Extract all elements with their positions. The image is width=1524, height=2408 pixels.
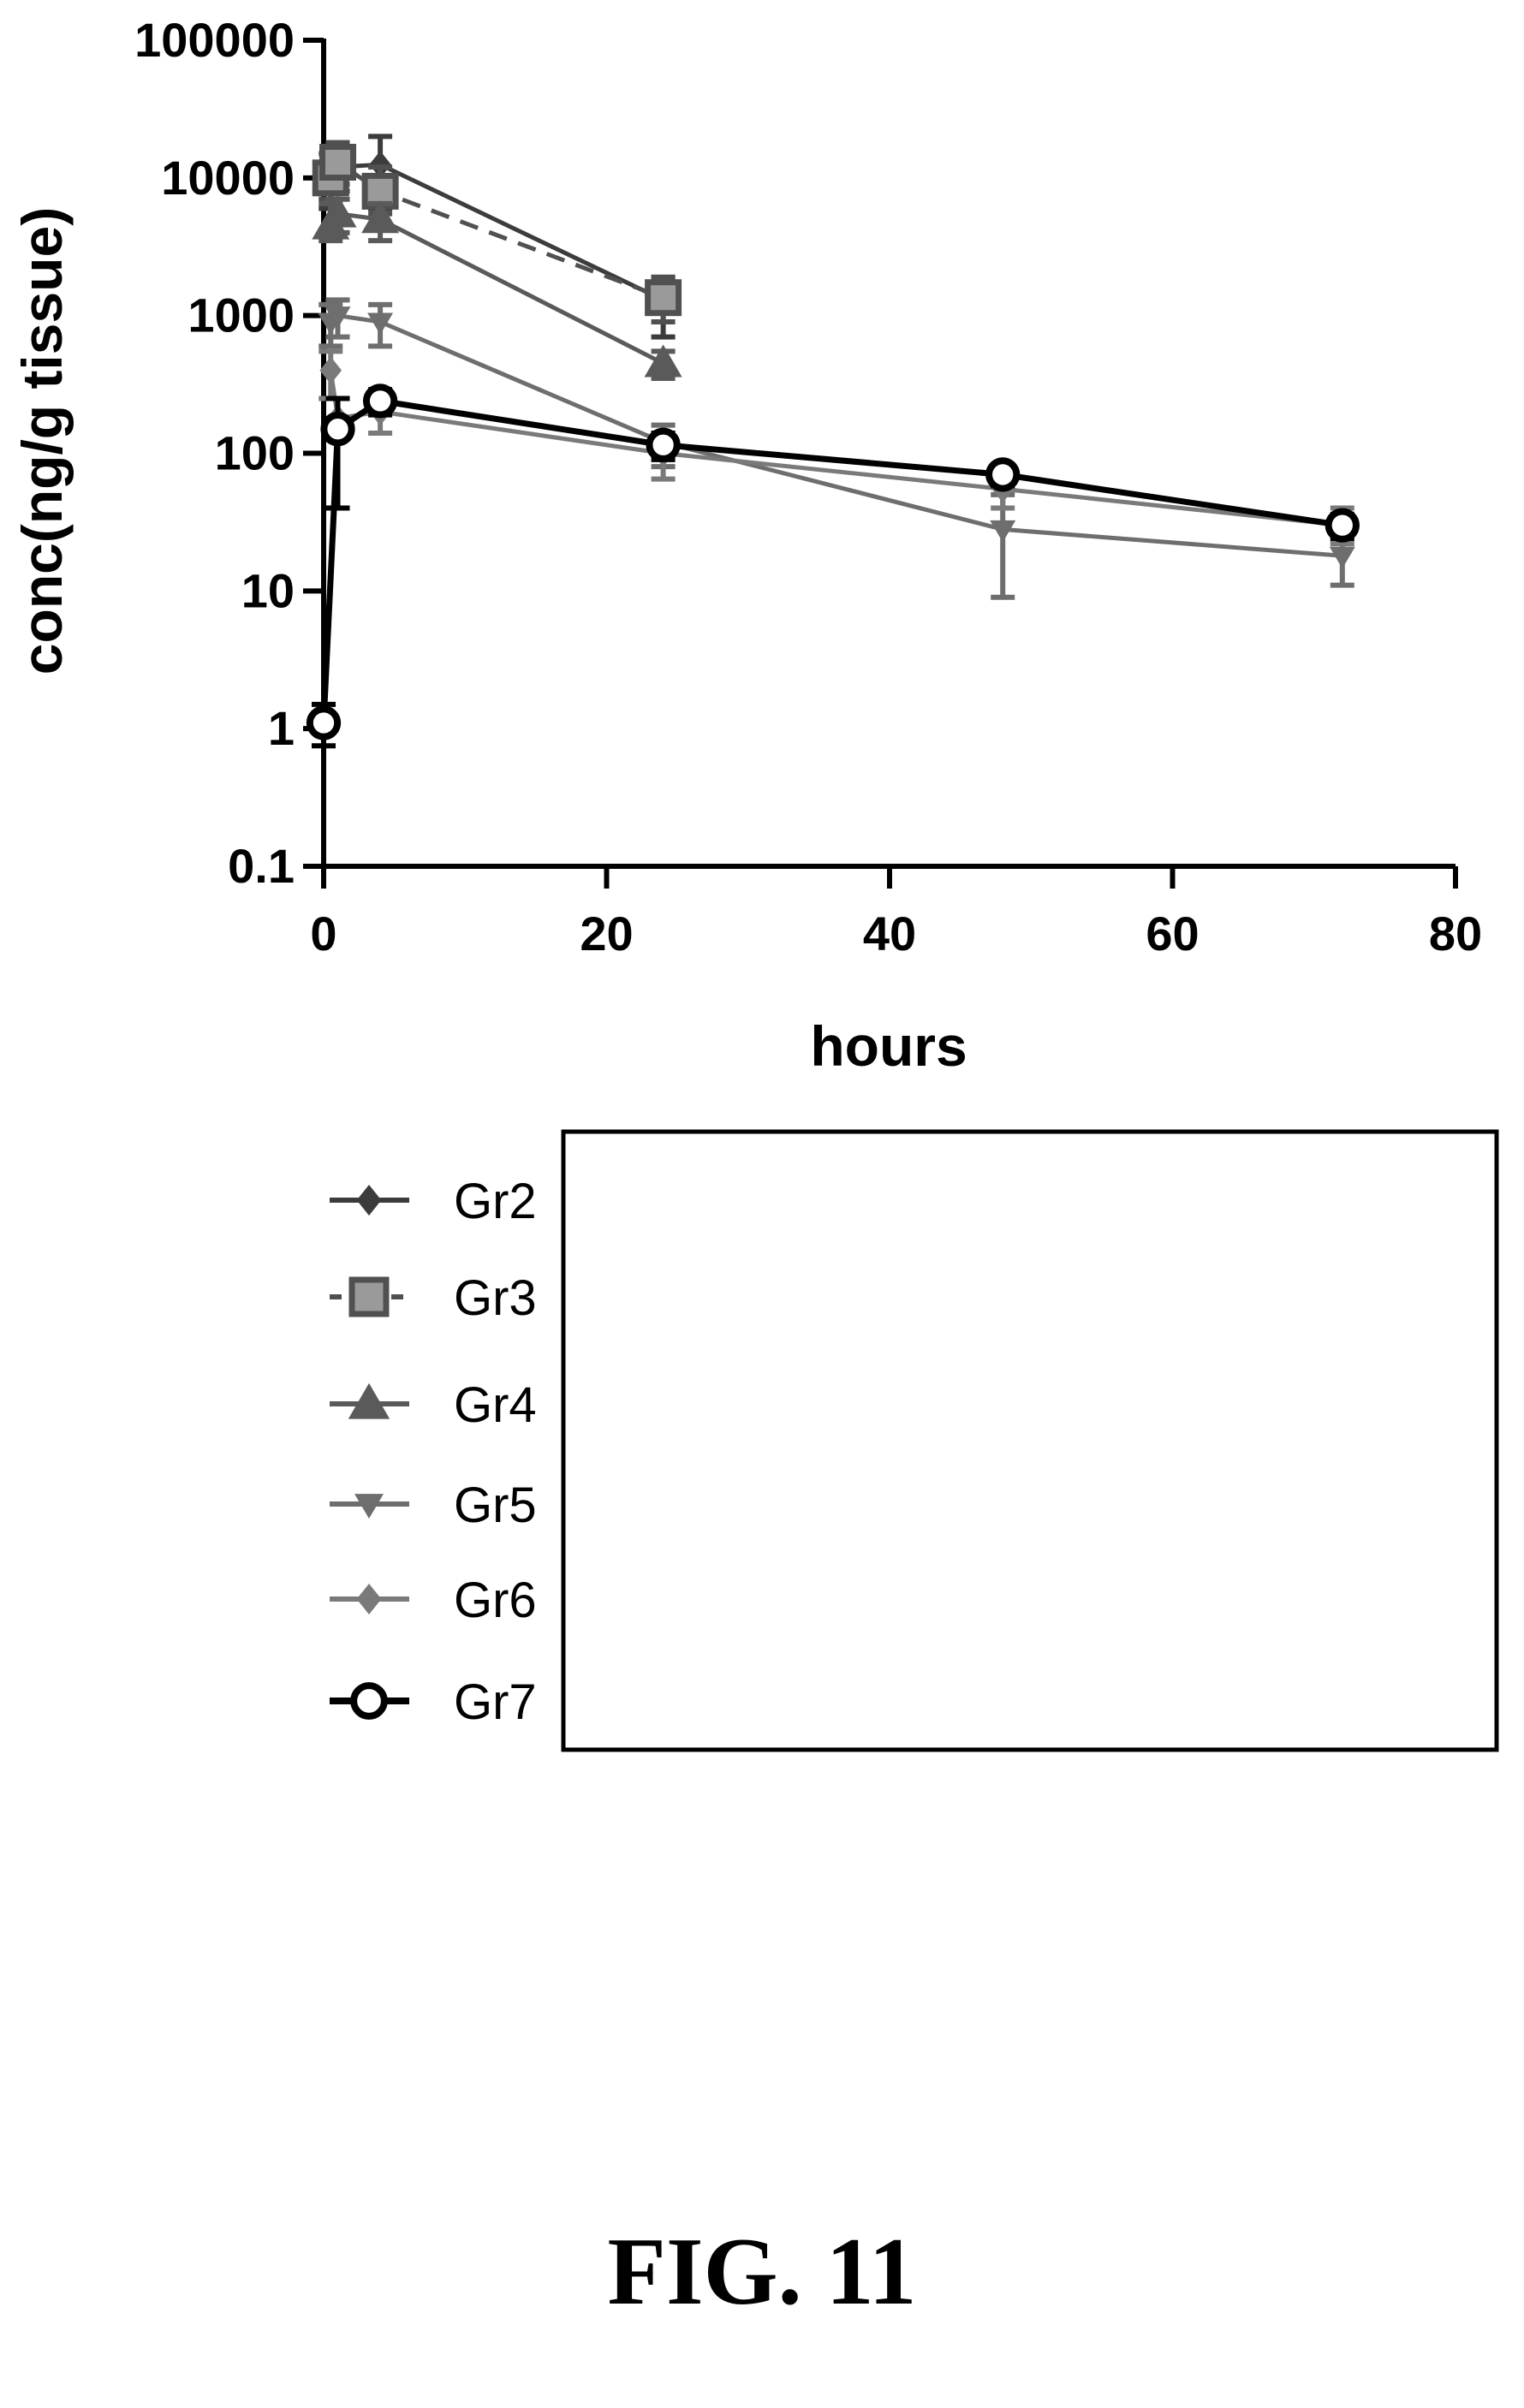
series-line bbox=[320, 397, 1343, 723]
legend-marker bbox=[356, 1185, 382, 1216]
legend-label: Gr2 bbox=[454, 1174, 537, 1229]
legend-marker bbox=[348, 1276, 390, 1317]
data-point bbox=[367, 312, 394, 336]
y-tick-label: 100000 bbox=[134, 13, 295, 67]
data-point bbox=[990, 520, 1016, 543]
plot-area bbox=[306, 134, 1360, 749]
y-axis-ticks: 0.1 1 10 100 1000 10000 100000 bbox=[134, 13, 324, 893]
legend-label: Gr5 bbox=[454, 1478, 537, 1533]
data-point bbox=[306, 705, 342, 740]
legend-label: Gr7 bbox=[454, 1674, 537, 1730]
y-tick-label: 1000 bbox=[188, 288, 295, 342]
series-gr7 bbox=[306, 383, 1360, 749]
x-tick-label: 40 bbox=[863, 907, 916, 960]
data-point bbox=[644, 344, 682, 378]
legend: Gr2 Gr3 Gr4 Gr5 Gr6 Gr7 bbox=[330, 1174, 537, 1730]
y-tick-label: 100 bbox=[215, 426, 295, 480]
x-tick-label: 20 bbox=[580, 907, 633, 960]
y-tick-label: 10000 bbox=[161, 151, 295, 205]
data-point bbox=[361, 200, 400, 234]
legend-item-gr4: Gr4 bbox=[330, 1377, 537, 1433]
data-point bbox=[1329, 546, 1355, 569]
series-line bbox=[329, 313, 1342, 558]
legend-marker bbox=[350, 1682, 388, 1720]
data-point bbox=[645, 279, 682, 317]
data-point bbox=[319, 144, 357, 181]
legend-marker bbox=[354, 1494, 384, 1519]
data-point bbox=[319, 356, 342, 384]
legend-label: Gr4 bbox=[454, 1377, 537, 1433]
legend-label: Gr3 bbox=[454, 1270, 537, 1326]
legend-box bbox=[561, 1129, 1499, 1752]
data-point bbox=[646, 427, 681, 462]
x-tick-label: 80 bbox=[1429, 907, 1482, 960]
legend-marker bbox=[356, 1584, 382, 1614]
legend-item-gr2: Gr2 bbox=[330, 1174, 537, 1229]
y-tick-label: 1 bbox=[268, 701, 295, 755]
y-axis-title: conc(ng/g tissue) bbox=[10, 207, 74, 675]
data-point bbox=[320, 412, 355, 447]
x-tick-label: 0 bbox=[310, 907, 336, 960]
legend-marker bbox=[348, 1382, 390, 1419]
series-gr6 bbox=[318, 348, 1354, 547]
y-tick-label: 10 bbox=[241, 563, 295, 617]
data-point bbox=[1325, 508, 1360, 543]
legend-item-gr7: Gr7 bbox=[330, 1674, 537, 1730]
series-gr4 bbox=[312, 194, 682, 381]
legend-item-gr6: Gr6 bbox=[330, 1573, 537, 1628]
x-axis-title: hours bbox=[810, 1014, 967, 1078]
data-point bbox=[318, 194, 357, 228]
data-point bbox=[985, 457, 1021, 492]
data-point bbox=[324, 306, 351, 329]
x-tick-label: 60 bbox=[1146, 907, 1199, 960]
legend-item-gr3: Gr3 bbox=[330, 1270, 537, 1326]
y-tick-label: 0.1 bbox=[228, 839, 295, 893]
figure-label: FIG. 11 bbox=[607, 2219, 917, 2325]
data-point bbox=[362, 383, 398, 419]
series-gr5 bbox=[318, 297, 1355, 600]
legend-label: Gr6 bbox=[454, 1573, 537, 1628]
legend-item-gr5: Gr5 bbox=[330, 1478, 537, 1533]
x-axis-ticks: 0 20 40 60 80 bbox=[310, 866, 1482, 960]
